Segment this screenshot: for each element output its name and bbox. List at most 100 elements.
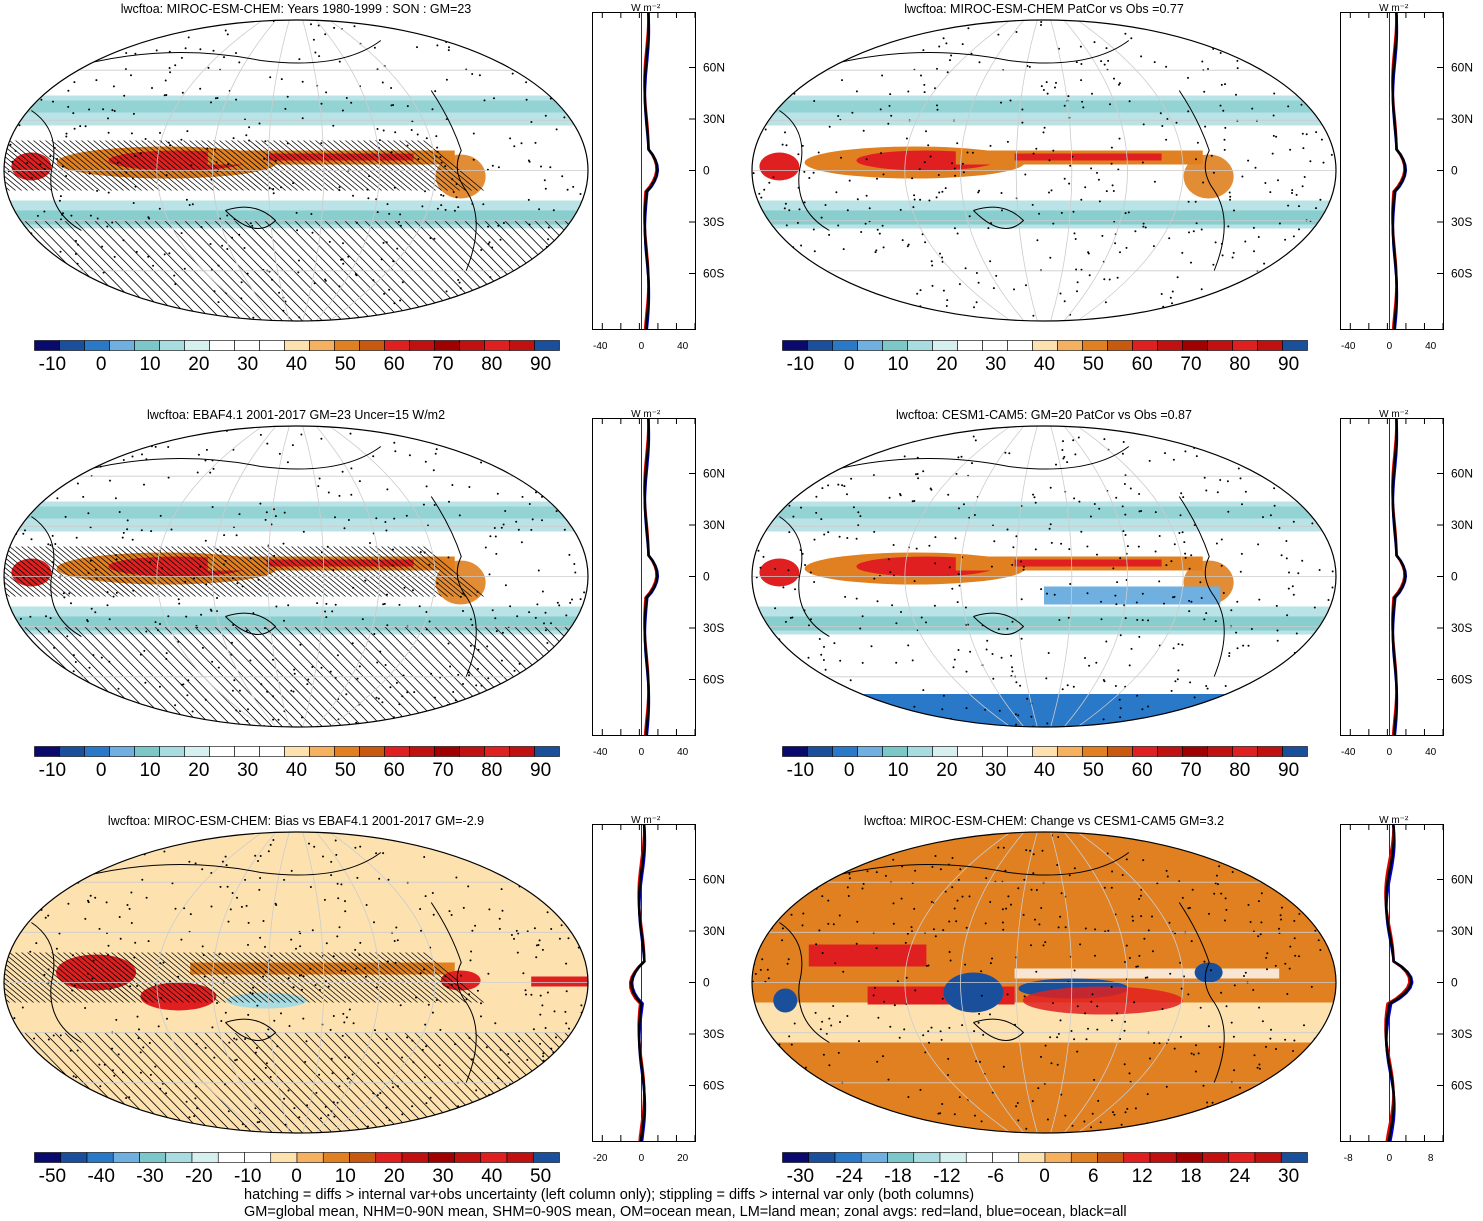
colorbar-tick: -12 [933,1166,961,1187]
lat-tick-label: 30N [703,518,725,532]
map-border [3,425,589,728]
zonal-x-tick-label: 40 [677,747,689,757]
colorbar-tick: -40 [87,1166,115,1187]
lat-tick-label: 60S [1451,267,1472,281]
zonal-x-tick-label: 0 [639,341,645,351]
graticule [752,426,1336,727]
colorbar-tick: 80 [481,760,503,781]
colorbar-tick: 90 [530,354,552,375]
zonal-units-label: W m⁻² [1379,4,1409,14]
colorbar-tick: 0 [843,760,855,781]
colorbar-tick: 0 [95,760,107,781]
colorbar-tick: 24 [1229,1166,1251,1187]
map-border [3,831,589,1134]
map-border [3,19,589,322]
graticule [752,832,1336,1133]
colorbar-tick: 10 [887,354,909,375]
zonal-x-tick-label: 0 [639,747,645,757]
lat-tick-label: 0 [703,570,710,584]
colorbar-tick: 70 [1180,760,1202,781]
colorbar-tick: -10 [233,1166,262,1187]
colorbar-tick: 80 [1229,760,1251,781]
colorbar-p1 [34,340,560,351]
zonal-x-tick-label: -40 [1341,341,1356,351]
colorbar-tick: 50 [530,1166,552,1187]
graticule [4,832,588,1133]
panel-title: lwcftoa: MIROC-ESM-CHEM: Bias vs EBAF4.1… [107,814,485,828]
coastlines [31,40,477,271]
colorbar-tick: 18 [1180,1166,1202,1187]
graticule [4,20,588,321]
colorbar-p4 [782,746,1308,757]
lat-tick-label: 30S [703,621,724,635]
graticule [752,20,1336,321]
colorbar-tick: -20 [185,1166,213,1187]
coastlines [31,852,477,1083]
colorbar-tick: 30 [1278,1166,1300,1187]
colorbar-tick: 50 [334,354,356,375]
colorbar-tick-labels: -30 -24 -18 -12 -6 0 6 12 18 24 30 [782,1166,1307,1190]
lat-tick-label: 60N [703,61,725,75]
global-map-p3 [3,425,589,728]
lat-tick-label: 30S [1451,215,1472,229]
colorbar-tick: 10 [334,1166,356,1187]
colorbar-tick: 30 [237,354,259,375]
zonal-x-tick-label: 0 [639,1153,645,1163]
colorbar-tick: 12 [1131,1166,1153,1187]
panel-title: lwcftoa: EBAF4.1 2001-2017 GM=23 Uncer=1… [146,408,446,422]
zonal-mean-plot-p3: W m⁻² 60N 30N 0 30S 60S -40 0 40 [592,410,725,757]
colorbar-tick-labels: -10 0 10 20 30 40 50 60 70 80 90 [34,354,559,378]
lat-tick-label: 60S [1451,673,1472,687]
colorbar-tick-labels: -50 -40 -30 -20 -10 0 10 20 30 40 50 [34,1166,559,1190]
lat-tick-label: 0 [1451,164,1458,178]
colorbar-tick: 20 [188,760,210,781]
colorbar-tick: 70 [432,354,454,375]
zonal-mean-plot-p2: W m⁻² 60N 30N 0 30S 60S -40 0 40 [1340,4,1473,351]
panel-title: lwcftoa: MIROC-ESM-CHEM PatCor vs Obs =0… [904,2,1184,16]
map-border [751,19,1337,322]
colorbar-tick: 30 [432,1166,454,1187]
colorbar-p5 [34,1152,560,1163]
colorbar-tick: -18 [884,1166,912,1187]
colorbar-tick: 20 [383,1166,405,1187]
colorbar-p2 [782,340,1308,351]
colorbar-tick: 20 [936,760,958,781]
lat-tick-label: 30S [1451,1027,1472,1041]
colorbar-tick-labels: -10 0 10 20 30 40 50 60 70 80 90 [782,354,1307,378]
lat-tick-label: 0 [703,164,710,178]
colorbar-tick: 6 [1088,1166,1099,1187]
global-map-p1 [3,19,589,322]
colorbar-tick: 60 [1131,354,1153,375]
graticule [4,426,588,727]
colorbar-tick: 80 [481,354,503,375]
colorbar-tick: -24 [835,1166,863,1187]
lat-tick-label: 60S [703,267,724,281]
zonal-mean-plot-p1: W m⁻² 60N 30N 0 30S 60S -40 0 40 [592,4,725,351]
colorbar-tick: 50 [1082,760,1104,781]
colorbar-tick-labels: -10 0 10 20 30 40 50 60 70 80 90 [34,760,559,784]
footer-legend-note: GM=global mean, NHM=0-90N mean, SHM=0-90… [244,1204,1127,1220]
lat-tick-label: 30S [703,215,724,229]
lat-tick-label: 0 [1451,570,1458,584]
zonal-x-tick-label: -40 [593,747,608,757]
colorbar-p3 [34,746,560,757]
colorbar-tick: 10 [887,760,909,781]
colorbar-tick: 0 [843,354,855,375]
global-map-p6 [751,831,1337,1134]
colorbar-tick: -30 [136,1166,164,1187]
colorbar-tick: 0 [95,354,107,375]
coastlines [779,852,1225,1083]
colorbar-tick: 20 [936,354,958,375]
global-map-p4 [751,425,1337,728]
zonal-x-tick-label: 8 [1428,1153,1434,1163]
zonal-x-tick-label: -40 [1341,747,1356,757]
lat-tick-label: 60S [1451,1079,1472,1093]
coastlines [779,446,1225,677]
footer-hatching-note: hatching = diffs > internal var+obs unce… [244,1187,975,1203]
panel-title: lwcftoa: MIROC-ESM-CHEM: Change vs CESM1… [863,814,1225,828]
colorbar-tick: 0 [291,1166,302,1187]
colorbar-tick: 20 [188,354,210,375]
colorbar-tick: -30 [786,1166,815,1187]
lat-tick-label: 60S [703,1079,724,1093]
colorbar-tick: 70 [432,760,454,781]
